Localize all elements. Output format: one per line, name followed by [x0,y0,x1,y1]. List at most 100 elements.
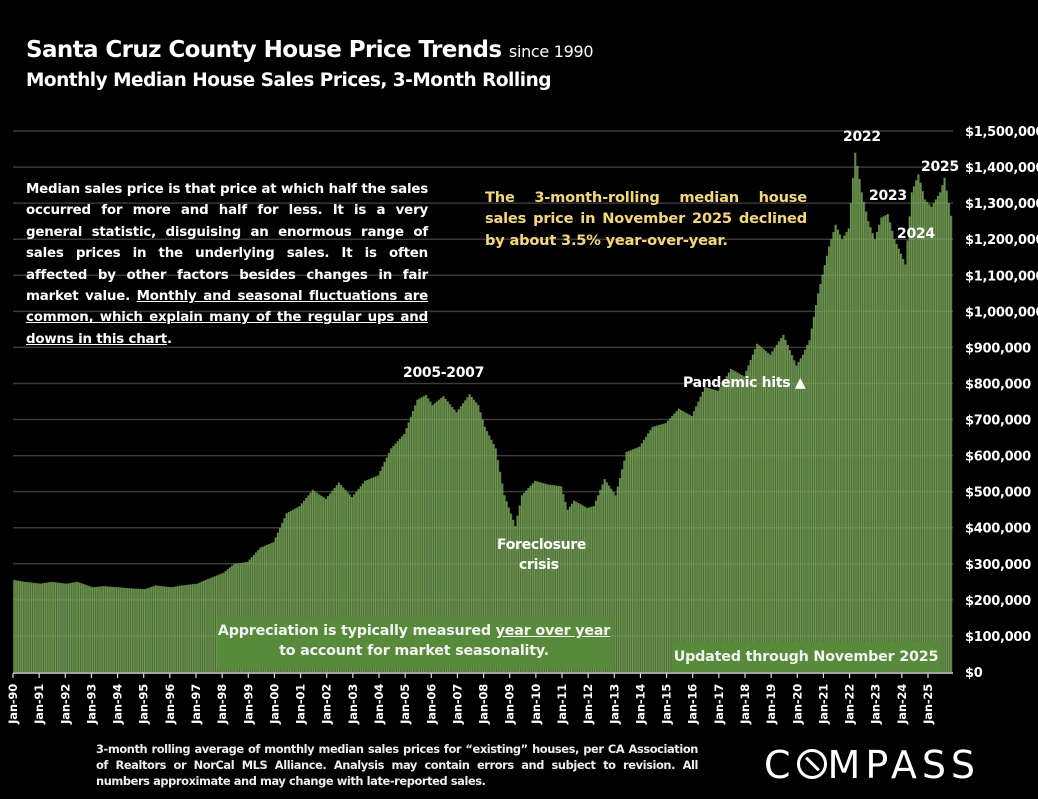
bar [468,394,470,672]
x-tick-label: Jan-17 [712,684,726,725]
annotation-2005-2007: 2005-2007 [403,365,485,381]
x-tick-label: Jan-03 [346,684,360,725]
bar [873,239,876,672]
bar-edge [254,554,256,672]
bar [557,485,560,672]
bar [455,412,457,672]
bar [200,581,203,672]
bar-edge [356,491,358,672]
bar [472,399,475,672]
bar-edge [32,582,33,672]
bar-edge [842,239,844,672]
bar-edge [38,583,40,672]
bar [603,479,606,672]
bar-edge [141,588,142,672]
bar [457,409,460,672]
bar [435,401,438,672]
bar [716,390,719,672]
bar-edge [428,398,430,672]
bar-edge [282,522,284,672]
bar-edge [929,204,931,672]
bar-edge [456,412,458,672]
bar-edge [873,233,874,672]
bar-edge [896,244,898,672]
bar [141,588,144,672]
bar [904,264,906,672]
bar [327,496,329,672]
bar-edge [609,485,611,672]
bar-edge [160,585,162,672]
bar [812,316,815,672]
bar [41,583,43,672]
bar [411,411,414,672]
bar-edge [759,345,761,672]
bar-edge [883,216,885,673]
bar [69,582,72,672]
bar-edge [679,408,680,672]
bar [562,494,564,672]
x-tick-label: Jan-19 [764,684,778,725]
bar-edge [570,506,572,672]
bar-edge [716,390,717,672]
bar [808,340,810,672]
bar-edge [302,503,304,672]
bar-edge [509,507,511,672]
bar [133,588,135,672]
bar [525,490,527,672]
bar [703,387,706,672]
bar [309,492,311,672]
bar [154,585,157,672]
bar-edge [97,586,99,672]
bar [756,343,758,672]
bar [89,586,91,672]
bar [845,231,847,673]
bar [651,426,653,672]
bar [403,433,405,672]
bar-edge [319,494,321,672]
bar [533,480,536,672]
bar [767,352,769,672]
bar [348,494,351,672]
bar [477,405,479,672]
bar [499,471,501,672]
bar [298,506,301,672]
x-axis: Jan-90 Jan-91 Jan-92 Jan-93 Jan-94 Jan-95 Jan-… [6,672,953,725]
bar-edge [831,239,833,672]
bar [658,424,660,672]
bar [268,543,270,672]
bar-edge [25,581,27,672]
bar-edge [56,582,57,672]
bar [252,554,255,672]
bar [318,494,320,672]
bar [148,587,150,672]
bar-edge [663,423,665,672]
bar-edge [184,585,186,672]
bar [494,448,497,672]
bar [266,544,268,672]
bar [632,449,634,672]
annotation-foreclosure: Foreclosure [497,537,587,553]
bar-edge [491,439,493,672]
chart-title-suffix: since 1990 [508,42,594,61]
x-tick-label: Jan-02 [320,684,334,725]
bar-edge [785,339,787,672]
bar-edge [554,485,556,672]
bar [176,586,179,672]
bar-edge [419,398,421,672]
bar [725,376,728,672]
bar-edge [620,477,622,672]
bar-edge [753,354,755,672]
bar-edge [903,259,905,672]
bar [590,506,592,672]
bar [320,495,322,672]
bar-edge [713,389,715,672]
bar [420,397,423,672]
bar-edge [252,557,253,672]
bar [527,488,529,672]
bar [638,446,640,672]
bar-edge [947,190,948,672]
bar [653,426,656,672]
bar [453,409,455,672]
bar-edge [263,546,264,672]
bar-edge [406,428,408,672]
